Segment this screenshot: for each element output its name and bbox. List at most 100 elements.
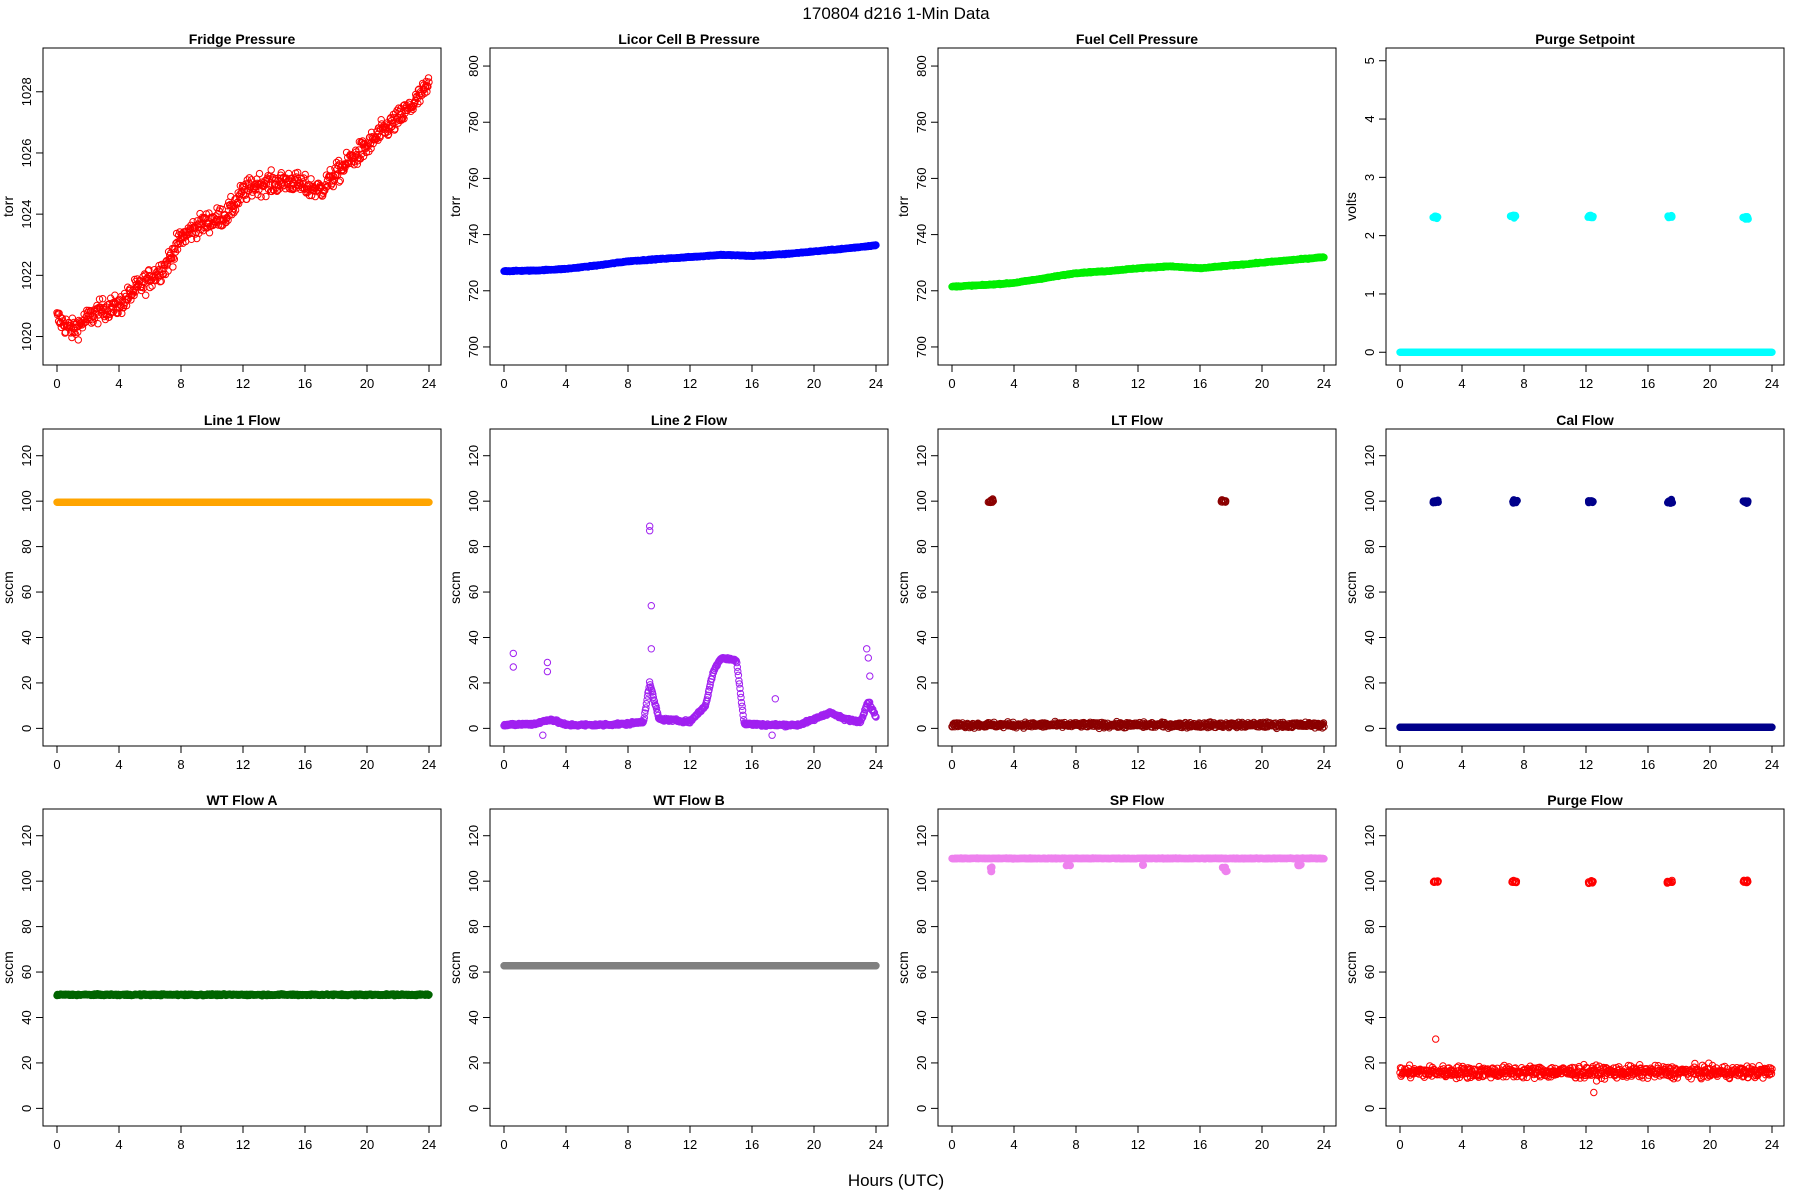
x-tick-label: 0 xyxy=(500,757,507,772)
data-point xyxy=(1768,348,1776,356)
data-point xyxy=(235,199,243,208)
panel-title: LT Flow xyxy=(1111,412,1163,428)
data-point xyxy=(771,695,779,703)
data-point xyxy=(1739,213,1747,222)
x-tick-label: 16 xyxy=(745,376,759,391)
data-point xyxy=(421,89,429,98)
x-tick-label: 16 xyxy=(1193,376,1207,391)
y-tick-label: 4 xyxy=(1362,115,1377,122)
data-point xyxy=(646,527,654,535)
data-point xyxy=(509,649,517,658)
x-tick-label: 12 xyxy=(1131,757,1145,772)
x-tick-label: 20 xyxy=(1703,376,1717,391)
data-point xyxy=(367,144,375,153)
y-tick-label: 1020 xyxy=(19,322,34,351)
y-tick-label: 120 xyxy=(466,445,481,467)
y-tick-label: 760 xyxy=(466,168,481,190)
x-tick-label: 24 xyxy=(869,757,883,772)
x-tick-label: 4 xyxy=(115,376,122,391)
x-tick-label: 4 xyxy=(562,757,569,772)
data-points xyxy=(53,498,433,506)
y-axis-label: sccm xyxy=(895,571,911,604)
data-point xyxy=(257,193,265,201)
data-points xyxy=(1396,211,1776,356)
data-point xyxy=(350,161,358,169)
data-point xyxy=(130,291,138,300)
x-tick-label: 4 xyxy=(1010,757,1017,772)
data-point xyxy=(58,314,66,323)
data-point xyxy=(864,654,872,662)
x-tick-label: 20 xyxy=(807,757,821,772)
data-point xyxy=(170,255,179,263)
data-point xyxy=(195,229,203,237)
data-point xyxy=(336,176,344,185)
data-point xyxy=(176,239,185,248)
y-tick-label: 1026 xyxy=(19,138,34,167)
data-point xyxy=(863,645,871,653)
data-point xyxy=(61,328,70,336)
data-point xyxy=(245,174,254,182)
x-tick-label: 12 xyxy=(683,376,697,391)
y-tick-label: 0 xyxy=(466,725,481,732)
data-point xyxy=(400,115,408,123)
data-point xyxy=(157,277,165,285)
y-tick-label: 740 xyxy=(914,224,929,246)
x-tick-label: 4 xyxy=(1458,376,1465,391)
data-point xyxy=(94,320,102,328)
y-tick-label: 760 xyxy=(914,168,929,190)
y-tick-label: 5 xyxy=(1362,57,1377,64)
x-tick-label: 12 xyxy=(236,376,250,391)
x-tick-label: 8 xyxy=(1072,757,1079,772)
data-point xyxy=(539,731,547,739)
data-points xyxy=(948,253,1328,291)
x-tick-label: 8 xyxy=(624,376,631,391)
data-point xyxy=(267,166,275,174)
data-point xyxy=(95,295,104,303)
data-point xyxy=(307,175,315,183)
y-tick-label: 2 xyxy=(1362,232,1377,239)
data-point xyxy=(335,178,343,186)
data-point xyxy=(330,172,338,181)
data-point xyxy=(224,216,232,224)
y-tick-label: 800 xyxy=(914,55,929,77)
data-point xyxy=(1664,212,1673,221)
y-tick-label: 40 xyxy=(914,630,929,644)
data-point xyxy=(509,663,517,671)
data-point xyxy=(262,192,270,201)
y-tick-label: 20 xyxy=(19,676,34,690)
y-tick-label: 0 xyxy=(19,725,34,732)
data-point xyxy=(159,270,168,279)
y-tick-label: 1028 xyxy=(19,77,34,106)
figure-title: 170804 d216 1-Min Data xyxy=(802,4,990,23)
data-point xyxy=(414,100,422,108)
data-point xyxy=(768,731,776,739)
figure-x-axis-label: Hours (UTC) xyxy=(848,1171,944,1190)
data-point xyxy=(114,309,122,317)
y-tick-label: 60 xyxy=(466,585,481,599)
x-tick-label: 16 xyxy=(298,376,312,391)
y-tick-label: 60 xyxy=(914,585,929,599)
data-point xyxy=(142,291,150,299)
data-points xyxy=(500,241,880,276)
panel-title: Line 1 Flow xyxy=(204,412,280,428)
data-point xyxy=(255,169,264,178)
data-point xyxy=(307,191,316,200)
data-point xyxy=(357,150,366,159)
y-tick-label: 1022 xyxy=(19,261,34,290)
data-point xyxy=(543,658,552,667)
y-tick-label: 800 xyxy=(466,55,481,77)
x-tick-label: 0 xyxy=(500,376,507,391)
x-tick-label: 20 xyxy=(807,376,821,391)
x-tick-label: 12 xyxy=(236,757,250,772)
data-point xyxy=(872,241,880,249)
y-tick-label: 20 xyxy=(466,676,481,690)
plot-frame xyxy=(489,428,889,747)
data-point xyxy=(79,319,88,328)
x-tick-label: 8 xyxy=(1072,376,1079,391)
data-point xyxy=(273,186,282,195)
x-tick-label: 20 xyxy=(360,757,374,772)
data-point xyxy=(299,178,307,186)
